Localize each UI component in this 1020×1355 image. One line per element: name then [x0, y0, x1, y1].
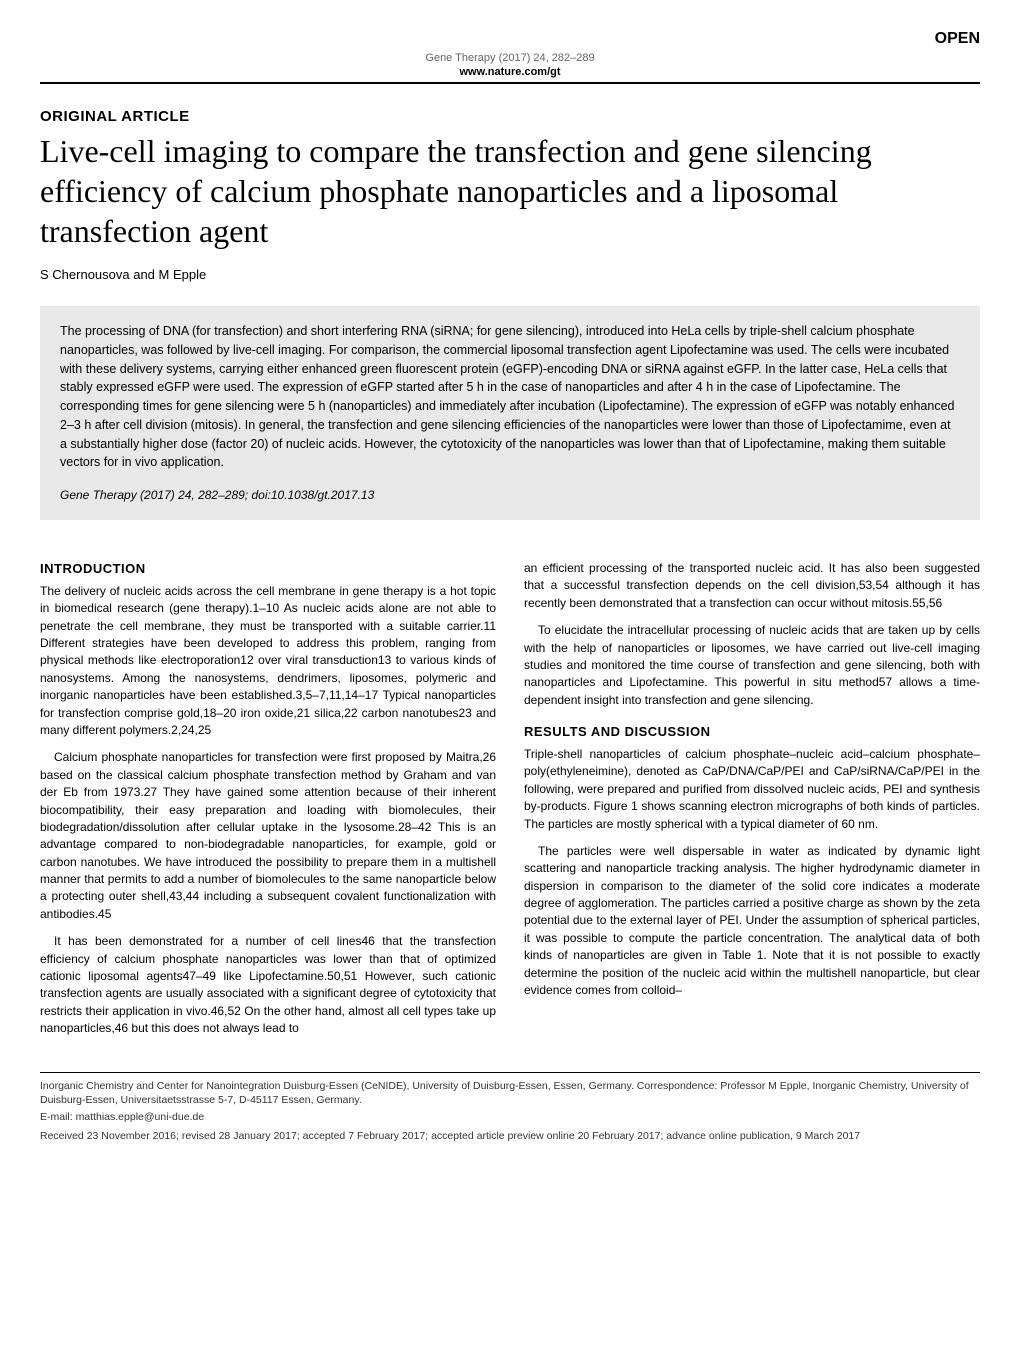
intro-paragraph-1: The delivery of nucleic acids across the…: [40, 583, 496, 740]
header-rule: [40, 82, 980, 84]
open-access-badge: OPEN: [40, 30, 980, 48]
citation: Gene Therapy (2017) 24, 282–289; doi:10.…: [60, 486, 960, 504]
affiliation-text: Inorganic Chemistry and Center for Nanoi…: [40, 1079, 980, 1108]
article-dates: Received 23 November 2016; revised 28 Ja…: [40, 1129, 980, 1144]
abstract-text: The processing of DNA (for transfection)…: [60, 322, 960, 472]
article-title: Live-cell imaging to compare the transfe…: [40, 131, 980, 251]
article-type: ORIGINAL ARTICLE: [40, 108, 980, 125]
correspondence-email: E-mail: matthias.epple@uni-due.de: [40, 1110, 980, 1125]
results-heading: RESULTS AND DISCUSSION: [524, 723, 980, 742]
intro-paragraph-3: It has been demonstrated for a number of…: [40, 933, 496, 1037]
results-paragraph-1: Triple-shell nanoparticles of calcium ph…: [524, 746, 980, 833]
left-column: INTRODUCTION The delivery of nucleic aci…: [40, 560, 496, 1048]
journal-reference: Gene Therapy (2017) 24, 282–289: [40, 52, 980, 66]
right-column: an efficient processing of the transport…: [524, 560, 980, 1048]
introduction-heading: INTRODUCTION: [40, 560, 496, 579]
intro-paragraph-2: Calcium phosphate nanoparticles for tran…: [40, 749, 496, 923]
body-columns: INTRODUCTION The delivery of nucleic aci…: [40, 560, 980, 1048]
abstract-box: The processing of DNA (for transfection)…: [40, 306, 980, 520]
intro-paragraph-4: To elucidate the intracellular processin…: [524, 622, 980, 709]
authors: S Chernousova and M Epple: [40, 267, 980, 282]
footer-rule: [40, 1072, 980, 1073]
intro-paragraph-3-cont: an efficient processing of the transport…: [524, 560, 980, 612]
footer: Inorganic Chemistry and Center for Nanoi…: [40, 1079, 980, 1144]
journal-url: www.nature.com/gt: [40, 66, 980, 82]
results-paragraph-2: The particles were well dispersable in w…: [524, 843, 980, 1000]
